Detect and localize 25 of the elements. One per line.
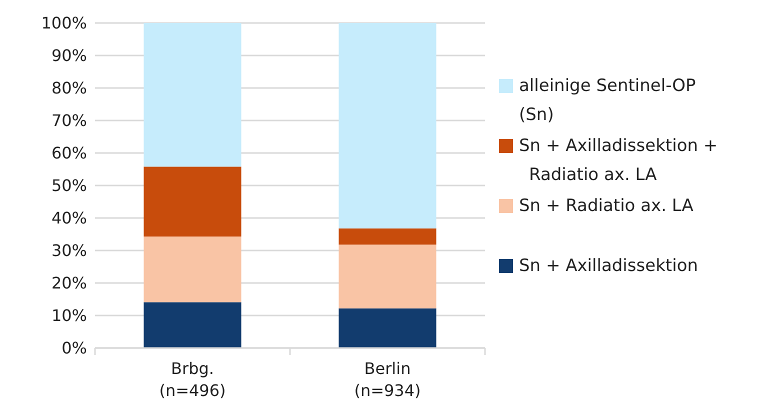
bar xyxy=(338,308,436,348)
bar xyxy=(144,302,242,348)
y-tick-label: 20% xyxy=(51,274,87,292)
y-tick-label: 40% xyxy=(51,208,87,228)
bar xyxy=(338,244,436,308)
bar xyxy=(338,23,436,228)
y-tick-label: 30% xyxy=(51,241,87,260)
y-tick-label: 0% xyxy=(62,338,87,358)
y-tick-label: 50% xyxy=(51,176,87,195)
y-tick-label: 100% xyxy=(41,14,87,32)
y-tick-label: 10% xyxy=(51,306,87,325)
y-tick-label: 90% xyxy=(51,46,87,65)
bar xyxy=(144,23,242,167)
bar xyxy=(338,228,436,245)
legend-label: Sn + Axilladissektion + Radiatio ax. LA xyxy=(519,136,718,185)
legend-label: Sn + Radiatio ax. LA xyxy=(519,196,694,216)
y-tick-label: 80% xyxy=(51,78,87,98)
x-tick-label: Brbg. (n=496) xyxy=(159,359,226,400)
y-tick-label: 60% xyxy=(51,144,87,162)
legend-label: Sn + Axilladissektion xyxy=(519,256,698,276)
bar xyxy=(144,166,242,237)
bar xyxy=(144,236,242,302)
legend-label: alleinige Sentinel-OP (Sn) xyxy=(519,76,696,125)
y-tick-label: 70% xyxy=(51,111,87,130)
x-tick-label: Berlin (n=934) xyxy=(354,359,421,400)
